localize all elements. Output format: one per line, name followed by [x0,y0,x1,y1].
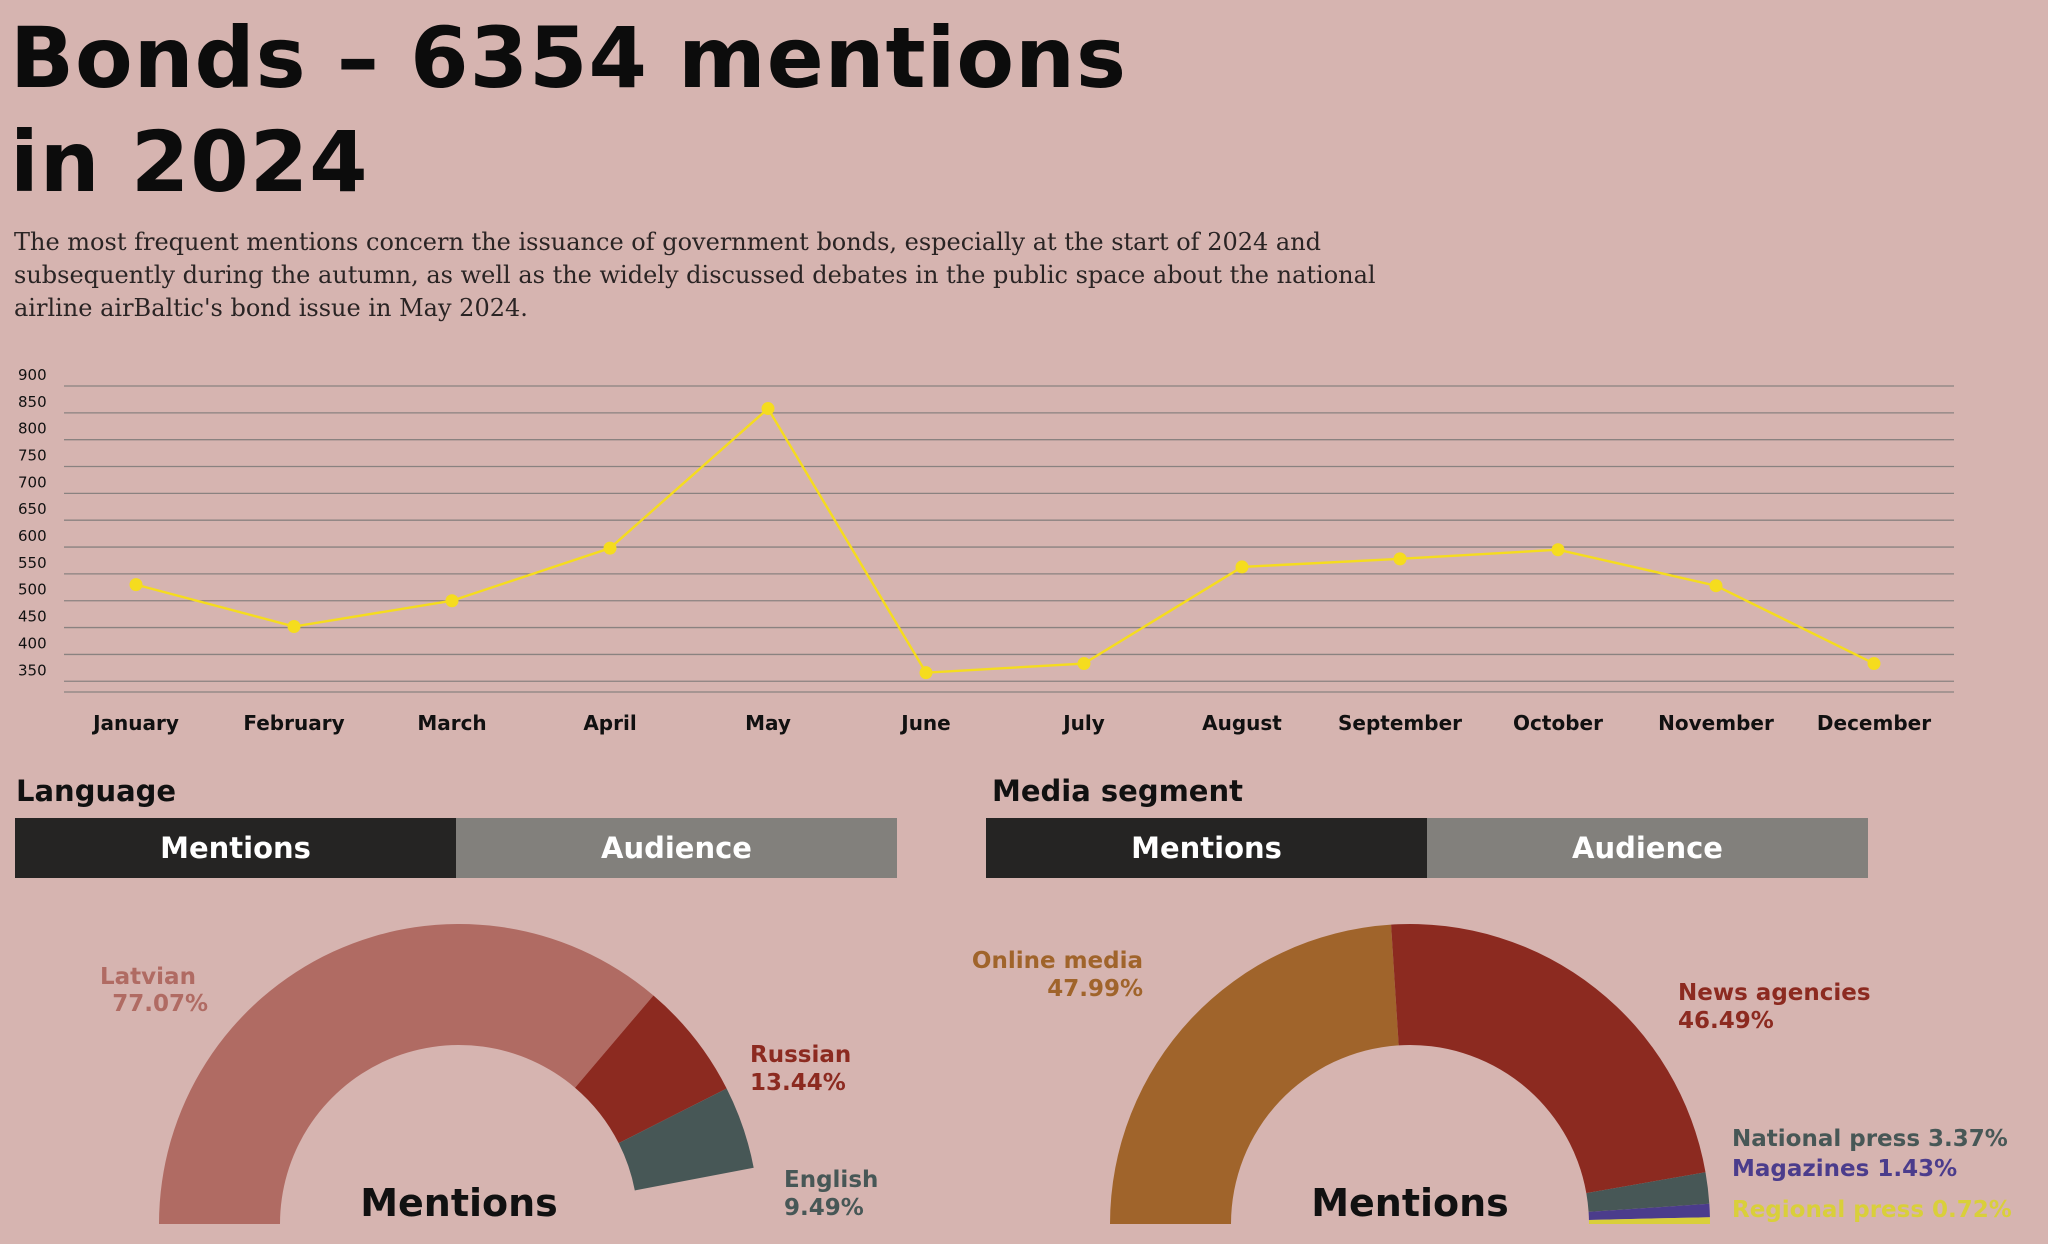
data-point [287,620,301,634]
donut-slice [1586,1172,1710,1212]
x-tick-label: March [417,711,486,735]
donut-slice [1588,1203,1710,1220]
y-tick-label: 350 [18,661,47,679]
slice-value-news-agencies: 46.49% [1678,1008,1774,1034]
slice-label-english: English [784,1167,878,1193]
y-tick-label: 650 [18,500,47,518]
y-tick-label: 500 [18,581,47,599]
donut-slice [1110,924,1399,1224]
data-point [445,594,459,608]
language-audience-tab[interactable]: Audience [456,818,897,878]
slice-value-latvian: 77.07% [112,991,208,1017]
slice-value-english: 9.49% [784,1195,864,1221]
media-section-title: Media segment [992,774,1243,808]
language-section-title: Language [16,774,177,808]
x-tick-label: April [583,711,636,735]
slice-label-russian: Russian [750,1042,851,1068]
donut-slice [575,995,727,1144]
page-description: The most frequent mentions concern the i… [14,228,1376,322]
y-tick-label: 600 [18,527,47,545]
data-point [1235,560,1249,574]
media-toggle: Mentions Audience [986,818,1868,878]
donut-slice [1588,1217,1710,1224]
y-tick-label: 400 [18,634,47,652]
data-point [129,578,143,592]
slice-label-magazines: Magazines 1.43% [1732,1156,1957,1182]
series-line [135,406,1875,674]
data-point [603,541,617,555]
slice-label-news-agencies: News agencies [1678,980,1871,1006]
data-point [919,666,933,680]
data-point [761,402,775,416]
slice-value-online-media: 47.99% [1047,976,1143,1002]
media-mentions-tab[interactable]: Mentions [986,818,1427,878]
data-point [1867,657,1881,671]
x-tick-label: May [745,711,791,735]
y-tick-label: 850 [18,393,47,411]
y-tick-label: 750 [18,447,47,465]
x-tick-label: November [1658,711,1774,735]
x-tick-label: December [1817,711,1931,735]
donut-slice [159,924,654,1224]
data-point [1709,579,1723,593]
x-tick-label: August [1202,711,1282,735]
slice-label-latvian: Latvian [100,964,196,990]
language-toggle: Mentions Audience [15,818,897,878]
x-tick-label: January [91,711,179,735]
x-tick-label: June [899,711,950,735]
x-tick-label: September [1338,711,1462,735]
slice-label-online-media: Online media [972,948,1143,974]
donut-slice [1391,924,1706,1194]
donut-center-label: Mentions [360,1181,558,1225]
slice-value-russian: 13.44% [750,1070,846,1096]
donut-center-label: Mentions [1311,1181,1509,1225]
y-tick-label: 450 [18,608,47,626]
donut-slice [618,1088,754,1191]
page-title: Bonds – 6354 mentions in 2024 [10,6,1510,214]
slice-label-regional-press: Regional press 0.72% [1732,1197,2012,1223]
y-tick-label: 700 [18,473,47,491]
y-tick-label: 550 [18,554,47,572]
language-mentions-tab[interactable]: Mentions [15,818,456,878]
x-tick-label: February [243,711,344,735]
slice-label-national-press: National press 3.37% [1732,1126,2008,1152]
y-tick-label: 800 [18,420,47,438]
title-line-2: in 2024 [10,113,369,211]
data-point [1393,552,1407,566]
media-audience-tab[interactable]: Audience [1427,818,1868,878]
x-tick-label: October [1513,711,1603,735]
data-point [1551,543,1565,557]
title-line-1: Bonds – 6354 mentions [10,9,1127,107]
data-point [1077,657,1091,671]
monthly-mentions-line-chart: 350 400 450 500 550 600 650 700 750 800 850 900 Janu… [18,366,1954,735]
x-tick-label: July [1061,711,1105,735]
y-tick-label: 900 [18,366,47,384]
